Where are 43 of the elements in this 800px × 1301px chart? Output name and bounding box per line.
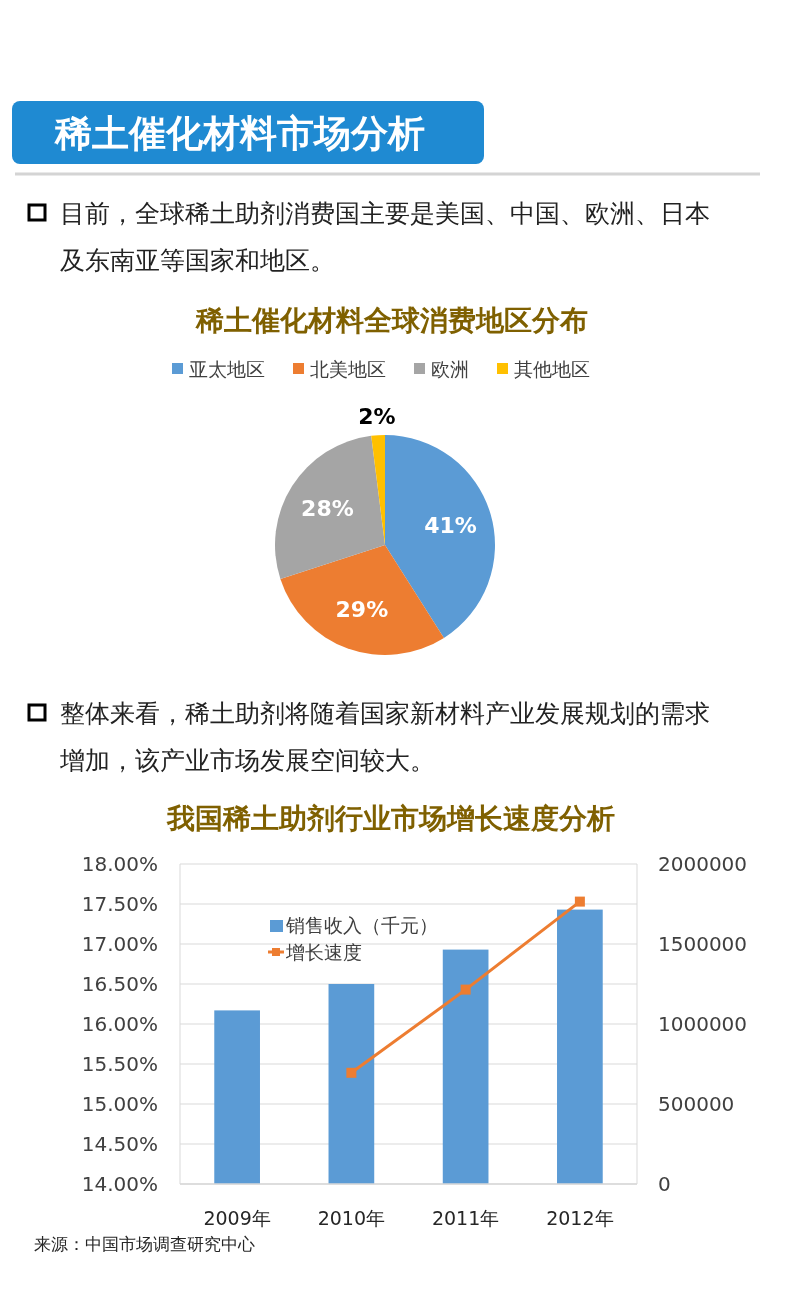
point	[574, 896, 585, 907]
y-tick-label: 18.00%	[81, 852, 158, 876]
legend-label: 欧洲	[431, 358, 469, 380]
text: 目前，全球稀土助剂消费国主要是美国、中国、欧洲、日本及东南亚等国家和地区。	[60, 199, 710, 275]
source-note: 来源：中国市场调查研究中心	[34, 1234, 255, 1254]
y2-tick-label: 1500000	[658, 932, 748, 956]
x-tick-label: 2012年	[546, 1207, 614, 1229]
bar	[442, 949, 489, 1184]
y-tick-label: 14.00%	[81, 1172, 158, 1196]
chart-title: 稀土催化材料全球消费地区分布	[195, 304, 588, 337]
bar	[214, 1010, 260, 1184]
bar	[557, 909, 603, 1184]
text: 整体来看，稀土助剂将随着国家新材料产业发展规划的需求增加，该产业市场发展空间较大。	[59, 699, 710, 775]
pie-slice	[275, 435, 385, 579]
point	[460, 984, 471, 995]
x-tick-label: 2011年	[431, 1207, 500, 1229]
pie-slice	[280, 545, 444, 655]
y-tick-label: 17.50%	[81, 892, 158, 916]
bar	[328, 984, 375, 1184]
y-tick-label: 16.00%	[81, 1012, 158, 1036]
data-label: 41%	[424, 513, 477, 539]
text: 稀土催化材料市场分析	[54, 112, 425, 155]
data-label: 28%	[301, 495, 354, 521]
legend-label: 销售收入（千元）	[285, 914, 438, 936]
y-tick-label: 15.50%	[81, 1052, 158, 1076]
data-label: 2%	[358, 404, 396, 430]
y-tick-label: 17.00%	[81, 932, 158, 956]
data-label: 29%	[335, 596, 389, 622]
x-tick-label: 2009年	[203, 1207, 271, 1229]
legend-label: 增长速度	[285, 941, 362, 963]
y2-tick-label: 500000	[658, 1092, 735, 1116]
point	[346, 1067, 357, 1078]
y-tick-label: 15.00%	[81, 1092, 158, 1116]
y2-tick-label: 0	[658, 1172, 671, 1196]
legend-label: 其他地区	[514, 358, 590, 380]
legend-label: 亚太地区	[189, 358, 265, 380]
x-tick-label: 2010年	[317, 1207, 386, 1229]
y-tick-label: 16.50%	[81, 972, 158, 996]
y-tick-label: 14.50%	[81, 1132, 158, 1156]
chart-title: 我国稀土助剂行业市场增长速度分析	[166, 802, 615, 835]
y2-tick-label: 2000000	[658, 852, 748, 876]
y2-tick-label: 1000000	[658, 1012, 748, 1036]
legend-label: 北美地区	[310, 358, 386, 380]
